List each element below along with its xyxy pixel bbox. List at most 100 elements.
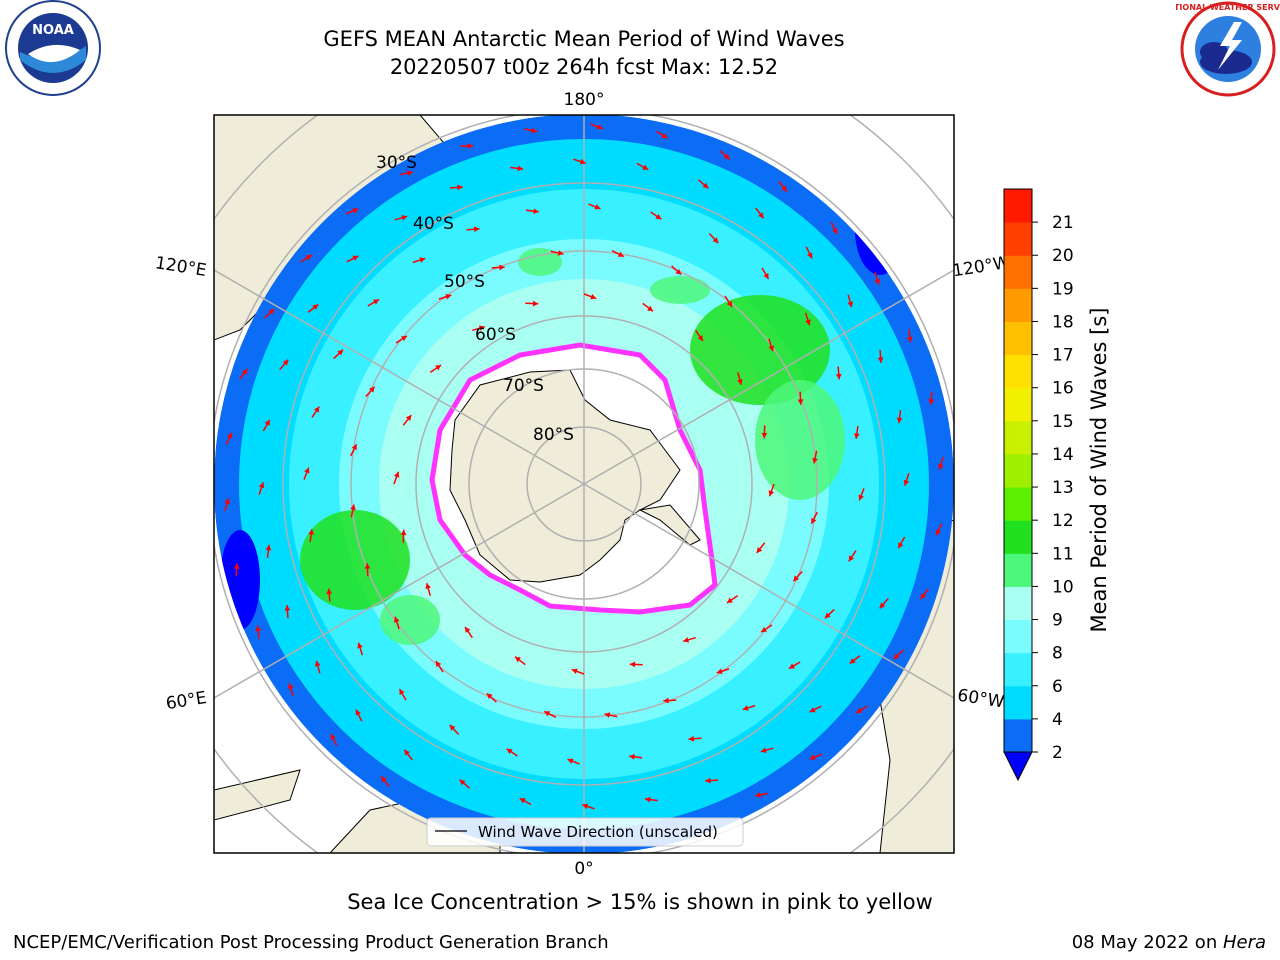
arrow-head [227,432,233,439]
lon-label-0: 0° [574,859,593,879]
noaa-logo: NOAA [5,0,101,96]
colorbar-tick-label: 19 [1052,279,1074,299]
arrow-head [797,399,804,405]
colorbar-under-extension [1003,751,1033,782]
arrow-head [478,325,485,331]
arrow-head [393,471,400,478]
arrow-head [832,227,838,234]
arrow-head [877,357,884,363]
legend-label: Wind Wave Direction (unscaled) [478,823,718,841]
arrow-head [313,406,320,413]
map-legend: Wind Wave Direction (unscaled) [426,817,744,847]
arrow-head [351,444,357,451]
arrow-head [284,605,291,611]
colorbar-swatch [1004,420,1032,455]
colorbar-swatch [1004,387,1032,422]
arrow-head [241,368,248,375]
colorbar-swatch [1004,321,1032,356]
arrow-head [515,656,521,663]
arrow-head [357,642,363,649]
colorbar-swatch [1004,288,1032,322]
arrow-head [809,754,816,760]
colorbar-swatch [1004,718,1032,753]
arrow-head [445,293,452,300]
arrow-head [705,777,711,784]
arrow-head [590,293,597,300]
arrow-head [712,237,719,244]
arrow-head [644,796,651,803]
colorbar-tick-label: 2 [1052,743,1063,763]
arrow-head [768,490,775,497]
arrow-head [809,707,816,713]
antarctic-peninsula [638,504,701,546]
arrow-head [896,417,903,424]
arrow-head [596,124,603,130]
arrow-head [350,504,356,511]
arrow-head [906,336,913,343]
arrow-head [629,661,636,668]
colorbar-swatch [1004,453,1032,488]
arrow-head [312,304,319,310]
arrow-head [533,208,539,215]
arrow-head [532,300,539,307]
colorbar-tick-label: 17 [1052,346,1074,366]
lon-label-120e: 120°E [154,253,208,281]
arrow-head [449,724,456,731]
arrow-head [567,758,574,764]
arrow-head [647,305,653,312]
arrow-head [663,697,669,704]
arrow-head [898,542,904,549]
arrow-head [517,165,524,172]
arrow-head [763,273,769,280]
arrow-head [824,612,831,619]
arrow-head [557,250,564,256]
africa-land [214,769,301,821]
arrow-head [393,616,400,623]
wind-wave-arrows [224,123,944,810]
colorbar-swatch [1004,520,1032,554]
arrow-head [459,779,466,786]
sea-ice-caption: Sea Ice Concentration > 15% is shown in … [347,890,933,914]
arrow-head [467,143,474,149]
colorbar-tick-label: 6 [1052,677,1063,697]
arrow-head [726,597,733,603]
colorbar-tick-label: 10 [1052,577,1074,597]
arrow-head [847,301,854,308]
arrow-head [805,319,811,326]
arrow-head [330,734,336,741]
nws-logo: NATIONAL WEATHER SERVICE [1176,1,1280,97]
colorbar-frame [1003,188,1033,753]
arrow-head [758,212,764,219]
arrow-head [282,359,289,366]
arrow-head [760,747,767,754]
arrow-head [858,494,864,501]
arrow-head [617,251,624,257]
arrow-head [726,300,733,307]
colorbar-swatch [1004,189,1032,223]
noaa-logo-text: NOAA [32,23,74,38]
colorbar-tick-label: 21 [1052,213,1074,233]
colorbar-swatch [1004,685,1032,720]
arrow-head [768,345,775,352]
arrow-head [268,308,275,315]
arrow-head [853,433,860,439]
arrow-head [594,204,601,210]
arrow-head [856,707,863,713]
colorbar-swatch [1004,553,1032,587]
arrow-head [938,463,944,470]
arrow-head [519,798,526,804]
arrow-head [781,185,787,192]
arrow-head [304,467,310,474]
arrow-head [835,373,842,380]
colorbar-tick-label: 12 [1052,511,1074,531]
lon-label-60w: 60°W [956,686,1006,713]
arrow-head [399,688,405,695]
arrow-head [675,268,682,275]
latitude-labels: 30°S 40°S 50°S 60°S 70°S 80°S [376,153,574,445]
arrow-head [655,213,662,220]
arrow-head [305,255,312,261]
arrow-head [544,711,551,717]
arrow-head [604,712,611,718]
colorbar-tick-label: 14 [1052,445,1074,465]
